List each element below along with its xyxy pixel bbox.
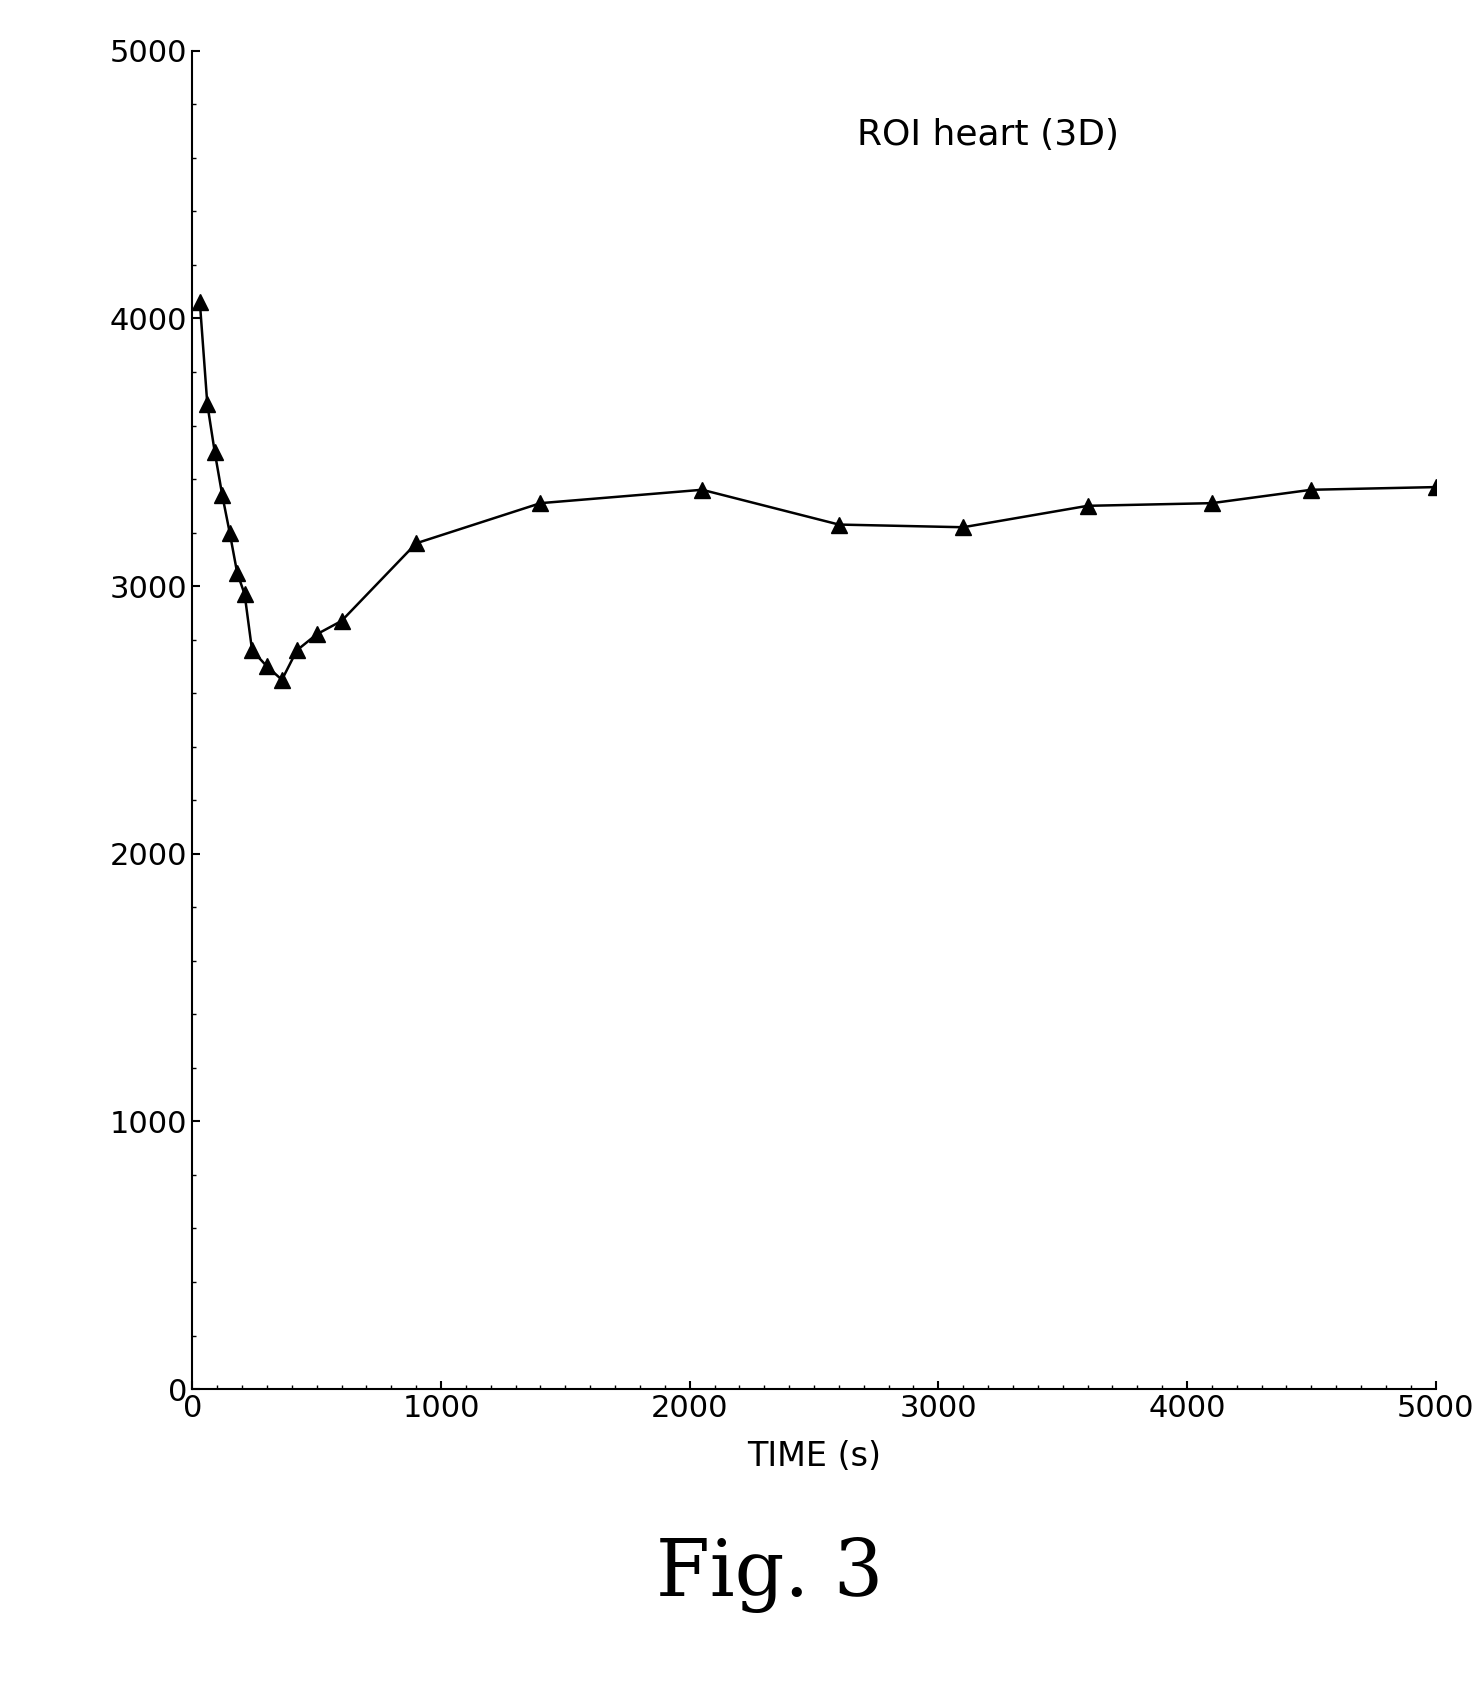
Text: Fig. 3: Fig. 3 — [656, 1538, 884, 1613]
X-axis label: TIME (s): TIME (s) — [747, 1440, 881, 1472]
Text: ROI heart (3D): ROI heart (3D) — [857, 117, 1119, 152]
